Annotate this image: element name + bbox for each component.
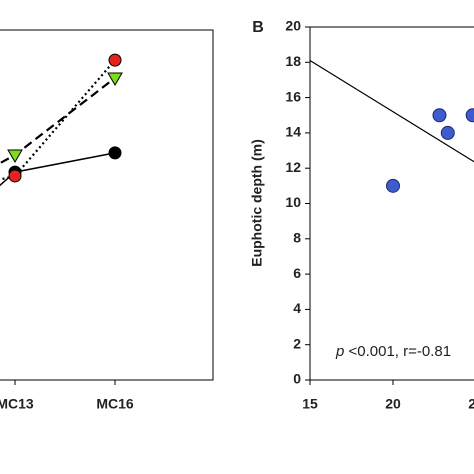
y-tick-label: 18 <box>285 53 301 69</box>
y-tick-label: 10 <box>285 194 301 210</box>
y-axis-label: Euphotic depth (m) <box>249 139 265 267</box>
y-tick-label: 0 <box>293 371 301 387</box>
y-tick-label: 6 <box>293 265 301 281</box>
y-tick-label: 2 <box>293 335 301 351</box>
marker <box>108 146 122 160</box>
point <box>440 125 455 140</box>
annotation-text: <0.001, r=-0.81 <box>344 343 451 360</box>
y-tick-label: 8 <box>293 230 301 246</box>
panel-label: B <box>252 19 264 36</box>
x-tick-label: 25 <box>468 396 474 412</box>
x-tick-label: MC16 <box>96 396 134 412</box>
y-tick-label: 16 <box>285 88 301 104</box>
marker <box>108 53 122 67</box>
annotation-italic: p <box>335 343 344 360</box>
annotation: p <0.001, r=-0.81 <box>335 343 451 360</box>
marker <box>107 72 123 86</box>
y-tick-label: 14 <box>285 124 301 140</box>
plot-frame <box>309 26 474 381</box>
y-tick-label: 4 <box>293 300 301 316</box>
point <box>465 108 474 123</box>
point <box>386 178 400 193</box>
x-tick-label: 15 <box>302 396 318 412</box>
trend-line <box>309 60 474 163</box>
series-line <box>0 77 116 165</box>
y-tick-label: 20 <box>285 18 301 34</box>
x-tick-label: MC13 <box>0 396 34 412</box>
y-tick-label: 12 <box>285 159 301 175</box>
marker <box>8 169 22 183</box>
marker <box>7 149 23 163</box>
point <box>432 108 447 123</box>
plot-frame <box>0 29 214 381</box>
x-tick-label: 20 <box>385 396 401 412</box>
